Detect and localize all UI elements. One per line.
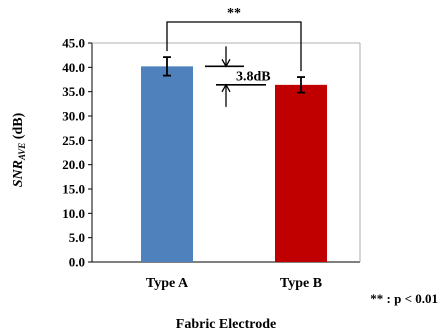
bar-type-b — [275, 84, 327, 262]
y-tick-label: 20.0 — [62, 157, 85, 172]
difference-label: 3.8dB — [236, 70, 271, 85]
y-tick-label: 25.0 — [62, 133, 85, 148]
y-tick-label: 40.0 — [62, 60, 85, 75]
bars — [141, 66, 327, 262]
y-tick-labels: 0.0 5.0 10.0 15.0 20.0 25.0 30.0 35.0 40.0 45.0 — [62, 36, 92, 270]
y-tick-label: 0.0 — [69, 255, 85, 270]
category-label: Type A — [146, 276, 189, 291]
y-tick-label: 45.0 — [62, 36, 85, 51]
arrow-upper-head — [221, 59, 231, 68]
bar-type-a — [141, 66, 193, 262]
x-axis-label: Fabric Electrode — [176, 317, 276, 332]
arrow-lower-head — [221, 83, 231, 93]
y-axis-label: SNRAVE (dB) — [11, 112, 27, 187]
y-tick-label: 10.0 — [62, 206, 85, 221]
significance-bracket — [166, 21, 302, 72]
difference-annotation — [205, 46, 266, 107]
y-axis-label-unit: (dB) — [11, 112, 26, 142]
p-value-note: ** : p < 0.01 — [370, 291, 438, 306]
category-label: Type B — [280, 276, 322, 291]
y-tick-label: 30.0 — [62, 109, 85, 124]
error-bars — [163, 56, 305, 94]
category-labels: Type A Type B — [146, 276, 322, 291]
y-tick-label: 5.0 — [69, 230, 85, 245]
y-axis-label-main: SNR — [11, 160, 26, 187]
significance-stars: ** — [227, 6, 241, 21]
y-axis-label-sub: AVE — [17, 143, 27, 161]
y-tick-label: 15.0 — [62, 182, 85, 197]
y-tick-label: 35.0 — [62, 84, 85, 99]
